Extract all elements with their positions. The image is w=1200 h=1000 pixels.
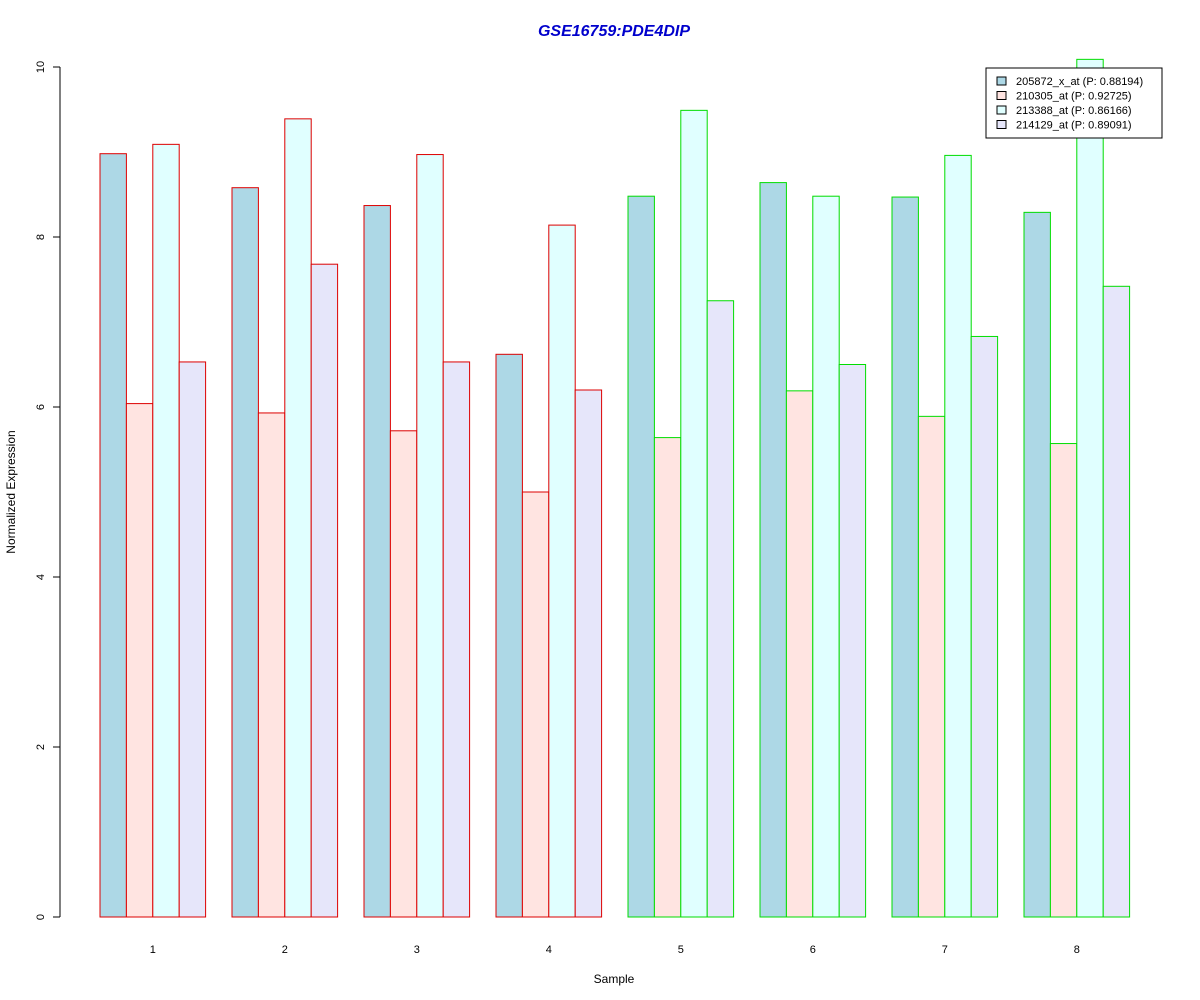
bar [178, 361, 207, 918]
bar [574, 389, 603, 918]
bar [389, 430, 418, 918]
bar [1076, 58, 1104, 918]
y-tick-label: 4 [35, 574, 47, 580]
bar [838, 364, 867, 918]
bar [627, 195, 655, 918]
x-tick-label: 1 [150, 944, 156, 956]
bar [257, 412, 286, 918]
bar [1049, 443, 1078, 918]
legend-swatch [996, 120, 1007, 129]
x-tick-label: 2 [282, 944, 288, 956]
bar [812, 195, 840, 918]
bar [759, 182, 787, 918]
x-tick-label: 7 [942, 944, 948, 956]
bar [521, 491, 550, 918]
chart-title: GSE16759:PDE4DIP [538, 23, 690, 40]
bar [1023, 211, 1051, 918]
bar [891, 196, 919, 918]
bar [495, 353, 523, 918]
bar [310, 263, 339, 918]
x-axis-title: Sample [594, 972, 635, 986]
legend-label: 205872_x_at (P: 0.88194) [1016, 76, 1143, 88]
bar [944, 154, 972, 918]
bar [231, 187, 259, 918]
bar [99, 153, 127, 918]
legend-label: 213388_at (P: 0.86166) [1016, 105, 1132, 117]
bar [917, 415, 946, 918]
legend-label: 214129_at (P: 0.89091) [1016, 120, 1132, 132]
bar [363, 205, 391, 918]
bar [653, 437, 682, 918]
bar [785, 390, 814, 918]
y-tick-label: 8 [35, 234, 47, 240]
bar [706, 300, 735, 918]
bar [152, 143, 180, 918]
bar [284, 118, 312, 918]
y-tick-label: 0 [35, 914, 47, 920]
legend-swatch [996, 76, 1007, 86]
x-tick-label: 6 [810, 944, 816, 956]
legend: 205872_x_at (P: 0.88194) 210305_at (P: 0.… [985, 67, 1163, 139]
legend-swatch [996, 91, 1007, 100]
legend-label: 210305_at (P: 0.92725) [1016, 91, 1132, 103]
bar [1102, 285, 1131, 918]
y-tick-label: 6 [35, 404, 47, 410]
x-tick-label: 8 [1074, 944, 1080, 956]
bars [99, 58, 1131, 918]
legend-box [985, 67, 1163, 139]
bar [416, 154, 444, 918]
y-axis-title: Normalized Expression [4, 430, 18, 553]
x-tick-label: 4 [546, 944, 552, 956]
x-axis: 1 2 3 4 5 6 7 8 [150, 944, 1080, 956]
bar [680, 109, 708, 918]
bar [442, 361, 471, 918]
x-tick-label: 3 [414, 944, 420, 956]
x-tick-label: 5 [678, 944, 684, 956]
y-axis: 0 2 4 6 8 10 [35, 61, 61, 920]
y-tick-label: 2 [35, 744, 47, 750]
bar [970, 335, 999, 918]
bar [548, 224, 576, 918]
legend-swatch [996, 105, 1007, 115]
bar [125, 403, 154, 918]
y-tick-label: 10 [35, 61, 47, 73]
